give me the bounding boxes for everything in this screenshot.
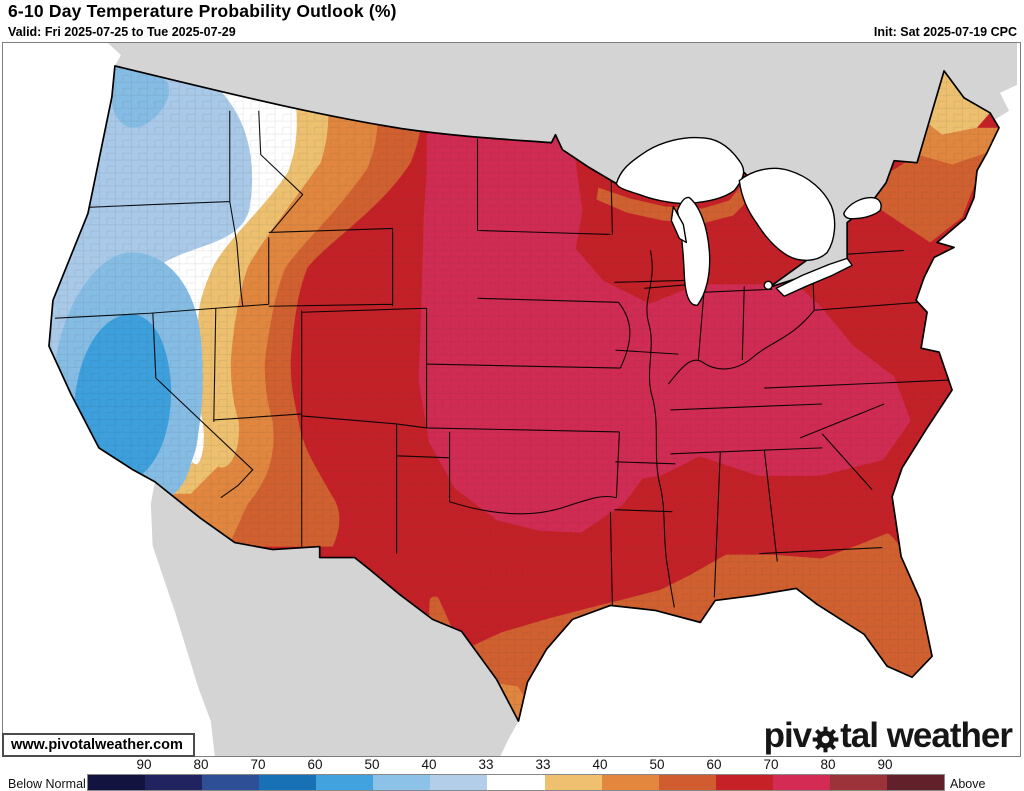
gulf-of-california bbox=[129, 511, 215, 756]
legend-segment bbox=[145, 775, 203, 790]
lake-erie bbox=[775, 257, 853, 297]
logo-text-post: tal weather bbox=[840, 716, 1013, 755]
legend-tick-label: 70 bbox=[763, 757, 779, 772]
green-bay bbox=[670, 205, 688, 244]
gear-icon bbox=[812, 726, 839, 752]
legend-segment bbox=[316, 775, 374, 790]
legend-tick-label: 90 bbox=[877, 757, 893, 772]
legend-segment bbox=[202, 775, 260, 790]
lake-huron bbox=[738, 167, 836, 261]
legend-above-normal-label: Above Normal bbox=[950, 777, 986, 791]
watermark-url: www.pivotalweather.com bbox=[2, 733, 195, 757]
lake-st-clair bbox=[763, 280, 773, 291]
legend-segment bbox=[658, 775, 716, 790]
lake-michigan bbox=[676, 196, 711, 306]
us-border-outline bbox=[48, 65, 1000, 722]
legend-segment bbox=[601, 775, 659, 790]
legend-tick-label: 33 bbox=[478, 757, 494, 772]
legend: Below Normal 90 80 70 60 50 40 33 33 40 50 60 70 80 9… bbox=[0, 757, 1024, 791]
legend-tick-label: 50 bbox=[649, 757, 665, 772]
legend-segment bbox=[487, 775, 545, 790]
lake-superior bbox=[615, 136, 745, 205]
legend-tick-label: 60 bbox=[706, 757, 722, 772]
legend-tick-label: 40 bbox=[421, 757, 437, 772]
logo-text-pre: piv bbox=[763, 716, 813, 755]
legend-segment bbox=[373, 775, 431, 790]
legend-segment bbox=[88, 775, 146, 790]
valid-range-label: Valid: Fri 2025-07-25 to Tue 2025-07-29 bbox=[8, 25, 236, 39]
lake-ontario bbox=[843, 196, 882, 220]
state-borders bbox=[54, 110, 951, 608]
legend-colorbar bbox=[87, 774, 945, 791]
legend-tick-label: 90 bbox=[136, 757, 152, 772]
legend-tick-label: 80 bbox=[820, 757, 836, 772]
page-title: 6-10 Day Temperature Probability Outlook… bbox=[8, 1, 397, 21]
header: 6-10 Day Temperature Probability Outlook… bbox=[0, 0, 1024, 42]
legend-segment bbox=[886, 775, 944, 790]
legend-segment bbox=[829, 775, 887, 790]
legend-tick-label: 70 bbox=[250, 757, 266, 772]
legend-tick-labels: 90 80 70 60 50 40 33 33 40 50 60 70 80 90 bbox=[87, 757, 943, 773]
init-time-label: Init: Sat 2025-07-19 CPC bbox=[873, 25, 1017, 39]
legend-tick-label: 33 bbox=[535, 757, 551, 772]
map-frame: www.pivotalweather.com piv bbox=[2, 42, 1021, 757]
legend-segment bbox=[715, 775, 773, 790]
legend-segment bbox=[544, 775, 602, 790]
legend-tick-label: 40 bbox=[592, 757, 608, 772]
pivotal-weather-logo: piv tal weather bbox=[763, 716, 1013, 755]
legend-segment bbox=[430, 775, 488, 790]
us-temperature-outlook-map bbox=[3, 43, 1020, 756]
legend-segment bbox=[772, 775, 830, 790]
legend-tick-label: 80 bbox=[193, 757, 209, 772]
legend-tick-label: 50 bbox=[364, 757, 380, 772]
legend-tick-label: 60 bbox=[307, 757, 323, 772]
great-lakes bbox=[615, 136, 882, 306]
legend-below-normal-label: Below Normal bbox=[8, 777, 86, 791]
legend-segment bbox=[259, 775, 317, 790]
